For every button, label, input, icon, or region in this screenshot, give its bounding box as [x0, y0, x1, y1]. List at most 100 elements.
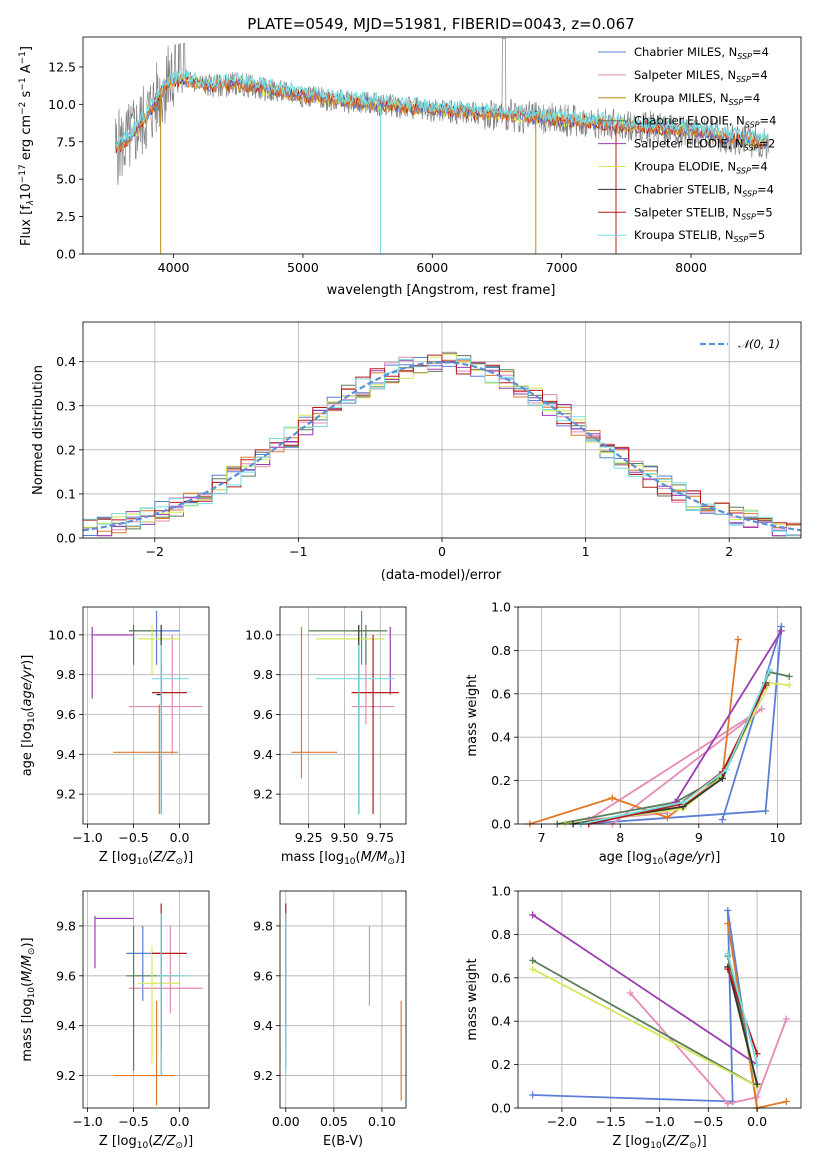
residual-x-label: (data-model)/error	[381, 568, 502, 583]
y-tick-label: 10.0	[48, 627, 76, 642]
mass-weight-marker	[734, 636, 742, 644]
mass-weight-marker	[724, 920, 732, 928]
mass-weight-marker	[608, 794, 616, 802]
y-tick-label: 1.0	[491, 884, 511, 899]
x-tick-label: 10	[769, 830, 785, 845]
y-tick-label: 9.4	[253, 747, 273, 762]
y-tick-label: 9.6	[56, 968, 76, 983]
panel-frame	[517, 606, 802, 825]
y-tick-label: 0.6	[491, 970, 511, 985]
spectrum-y-label: Flux [fλ10−17 erg cm−2 s−1 A−1]	[18, 46, 36, 246]
mass-weight-line	[726, 966, 758, 1085]
x-tick-label: −2	[146, 544, 164, 559]
x-axis-label: mass [log10(M/M⊙)]	[281, 850, 405, 867]
x-axis-label: Z [log10(Z/Z⊙)]	[612, 1134, 706, 1151]
x-tick-label: 8	[616, 830, 624, 845]
y-tick-label: 10.0	[245, 627, 273, 642]
y-tick-label: 9.4	[56, 1018, 76, 1033]
y-tick-label: 9.4	[56, 747, 76, 762]
mass-weight-marker	[758, 705, 766, 713]
x-tick-label: 0	[438, 544, 446, 559]
mass-weight-marker	[529, 956, 537, 964]
mass-weight-marker	[766, 666, 774, 674]
age-vs-mass-panel: 9.25 9.50 9.75 9.2 9.4 9.6 9.8 10.0 mass [log10(…	[245, 606, 407, 867]
x-tick-label: −1.0	[644, 1114, 674, 1129]
normal-legend-label: 𝒩(0, 1)	[738, 337, 780, 351]
mass-weight-line	[629, 992, 788, 1105]
mass-weight-line	[532, 914, 758, 1066]
x-tick-label: 9.75	[366, 830, 394, 845]
mass-weight-marker	[529, 911, 537, 919]
y-tick-label: 9.8	[56, 918, 76, 933]
x-tick-label: 0.0	[170, 830, 190, 845]
mass-weight-marker	[785, 672, 793, 680]
y-tick-label: 12.5	[48, 59, 76, 74]
mass-weight-marker	[679, 798, 687, 806]
legend-label: Salpeter STELIB, NSSP=5	[634, 205, 773, 221]
mass-weight-line	[529, 639, 739, 825]
y-tick-label: 0.2	[56, 442, 76, 457]
x-tick-label: 1	[582, 544, 590, 559]
x-tick-label: 7	[538, 830, 546, 845]
y-tick-label: 10.0	[48, 97, 76, 112]
y-tick-label: 5.0	[56, 172, 76, 187]
spectrum-legend: Chabrier MILES, NSSP=4 Salpeter MILES, NS…	[598, 45, 776, 244]
y-axis-label: mass weight	[465, 958, 480, 1040]
x-tick-label: 9.25	[295, 830, 323, 845]
massweight-vs-Z-panel: −2.0 −1.5 −1.0 −0.5 0.0 0.0 0.2 0.4 0.6 0.8 1.0 Z […	[465, 884, 802, 1151]
panel-frame	[279, 890, 407, 1109]
spectrum-frame	[82, 36, 802, 255]
x-tick-label: 0.0	[747, 1114, 767, 1129]
x-tick-label: −1.5	[596, 1114, 626, 1129]
y-axis-label: mass weight	[465, 674, 480, 756]
mass-weight-marker	[762, 807, 770, 815]
legend-label: Chabrier STELIB, NSSP=4	[634, 182, 774, 198]
y-tick-label: 9.4	[253, 1018, 273, 1033]
residual-plot-area	[82, 351, 802, 537]
y-tick-label: 9.6	[253, 968, 273, 983]
spectrum-x-label: wavelength [Angstrom, rest frame]	[327, 283, 556, 298]
spectrum-x-ticks: 4000 5000 6000 7000 8000 0.0 2.5 5.0 7.5 10.0 12.5	[48, 59, 707, 275]
mass-weight-marker	[753, 1061, 761, 1069]
y-tick-label: 0.0	[491, 817, 511, 832]
mass-weight-marker	[626, 989, 634, 997]
y-tick-label: 0.2	[491, 1057, 511, 1072]
mass-weight-line	[532, 966, 759, 1089]
mass-weight-marker	[782, 1015, 790, 1023]
panel-frame	[82, 890, 210, 1109]
residual-x-ticks: −2 −1 0 1 2 0.0 0.1 0.2 0.3 0.4	[56, 354, 733, 559]
x-tick-label: −2.0	[547, 1114, 577, 1129]
y-tick-label: 0.8	[491, 927, 511, 942]
x-axis-label: Z [log10(Z/Z⊙)]	[99, 850, 193, 867]
mass-weight-marker	[663, 813, 671, 821]
normal-curve	[82, 360, 802, 532]
spectrum-plot-area	[114, 38, 769, 254]
y-tick-label: 0.1	[56, 486, 76, 501]
mass-vs-EBV-panel: 0.00 0.05 0.10 9.2 9.4 9.6 9.8 E(B-V)	[253, 890, 407, 1149]
y-tick-label: 9.8	[253, 918, 273, 933]
x-tick-label: 0.05	[320, 1114, 348, 1129]
y-tick-label: 0.2	[491, 773, 511, 788]
mass-weight-line	[580, 626, 783, 825]
x-tick-label: 7000	[546, 260, 578, 275]
x-axis-label: E(B-V)	[323, 1134, 363, 1149]
y-tick-label: 9.2	[253, 787, 273, 802]
mass-weight-marker	[724, 950, 732, 958]
mass-vs-Z-panel: −1.0 −0.5 0.0 9.2 9.4 9.6 9.8 Z [log10(Z/Z⊙)] ma…	[20, 890, 210, 1151]
x-tick-label: 6000	[416, 260, 448, 275]
y-tick-label: 0.4	[491, 730, 511, 745]
y-axis-label: age [log10(age/yr)]	[20, 655, 37, 777]
y-tick-label: 0.6	[491, 686, 511, 701]
y-tick-label: 0.0	[56, 531, 76, 546]
legend-label: Kroupa MILES, NSSP=4	[634, 91, 760, 107]
age-vs-Z-panel: −1.0 −0.5 0.0 9.2 9.4 9.6 9.8 10.0 Z [log10(Z/Z⊙…	[20, 606, 210, 867]
x-tick-label: −0.5	[118, 1114, 148, 1129]
legend-label: Salpeter MILES, NSSP=4	[634, 68, 768, 84]
massweight-vs-age-panel: 7 8 9 10 0.0 0.2 0.4 0.6 0.8 1.0 age [log10(age/yr…	[465, 600, 802, 867]
residual-histogram	[83, 359, 801, 537]
mass-weight-marker	[777, 627, 785, 635]
x-tick-label: −1	[289, 544, 307, 559]
x-tick-label: 0.10	[368, 1114, 396, 1129]
residual-panel: −2 −1 0 1 2 0.0 0.1 0.2 0.3 0.4 (data-model)/erro…	[31, 321, 802, 583]
